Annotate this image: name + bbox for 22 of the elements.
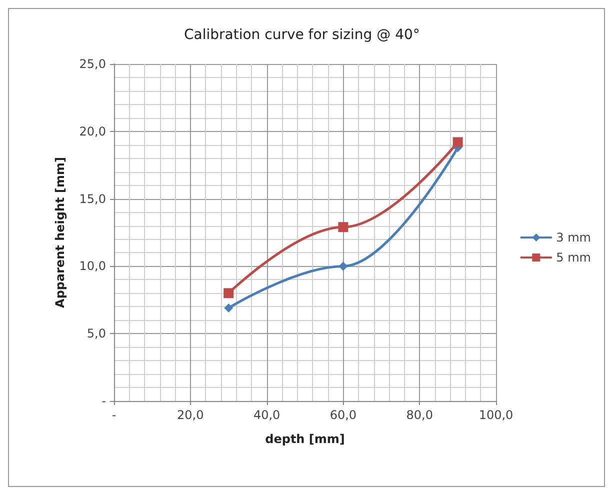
point (224, 303, 234, 312)
x-tick-label: 20,0 (177, 408, 204, 422)
y-tick-label: 15,0 (79, 192, 106, 206)
x-axis-title: depth [mm] (265, 432, 345, 446)
x-tick-label: - (112, 408, 116, 422)
chart-title: Calibration curve for sizing @ 40° (184, 27, 420, 43)
y-axis-title: Apparent height [mm] (53, 157, 67, 308)
x-tick-label: 60,0 (330, 408, 357, 422)
point (224, 288, 234, 298)
y-tick-label: 10,0 (79, 259, 106, 274)
legend-label: 3 mm (556, 230, 591, 244)
y-tick-label: - (102, 394, 106, 408)
legend-label: 5 mm (556, 250, 591, 264)
point (338, 222, 348, 232)
y-tick-label: 5,0 (86, 326, 106, 341)
x-tick-label: 100,0 (478, 408, 514, 422)
point (338, 262, 348, 271)
point (452, 137, 463, 148)
x-tick-label: 40,0 (253, 408, 280, 422)
y-tick-label: 20,0 (79, 124, 106, 138)
y-tick-label: 25,0 (79, 57, 106, 71)
x-tick-label: 80,0 (406, 408, 433, 422)
